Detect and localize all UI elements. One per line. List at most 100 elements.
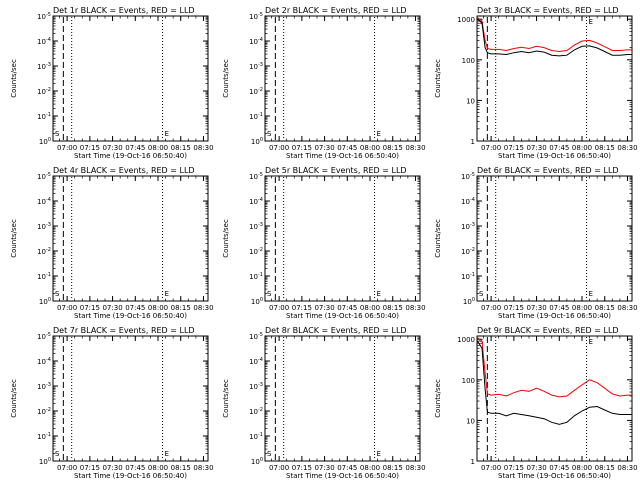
end-marker-label: E bbox=[165, 450, 169, 458]
start-marker-label: S bbox=[267, 450, 272, 458]
y-tick-label: 10-2 bbox=[37, 247, 51, 256]
y-tick-label: 10-5 bbox=[37, 332, 51, 341]
x-tick-label: 07:30 bbox=[526, 464, 546, 472]
x-tick-label: 08:00 bbox=[148, 144, 168, 152]
y-tick-label: 10-3 bbox=[37, 382, 51, 391]
x-tick-label: 08:15 bbox=[171, 464, 191, 472]
x-tick-label: 07:00 bbox=[57, 144, 77, 152]
panel-title: Det 6r BLACK = Events, RED = LLD bbox=[477, 166, 619, 175]
x-tick-label: 08:15 bbox=[383, 304, 403, 312]
y-tick-label: 10-4 bbox=[37, 197, 51, 206]
x-tick-label: 08:15 bbox=[383, 144, 403, 152]
panel-title: Det 8r BLACK = Events, RED = LLD bbox=[265, 326, 407, 335]
x-axis-label: Start Time (19-Oct-16 06:50:40) bbox=[286, 152, 399, 160]
y-axis-label: Counts/sec bbox=[10, 219, 18, 258]
plot-frame bbox=[476, 335, 633, 462]
x-tick-label: 07:15 bbox=[292, 304, 312, 312]
x-tick-label: 07:45 bbox=[125, 304, 145, 312]
x-tick-label: 08:30 bbox=[617, 144, 637, 152]
y-tick-label: 10-1 bbox=[461, 272, 475, 281]
y-axis-label: Counts/sec bbox=[222, 219, 230, 258]
panel-title: Det 3r BLACK = Events, RED = LLD bbox=[477, 6, 619, 15]
x-tick-label: 07:45 bbox=[125, 144, 145, 152]
x-tick-label: 07:45 bbox=[337, 464, 357, 472]
y-tick-label: 10-2 bbox=[249, 407, 263, 416]
x-tick-label: 07:15 bbox=[80, 464, 100, 472]
series-events-line bbox=[477, 340, 632, 425]
panel-det-5: Det 5r BLACK = Events, RED = LLD 100 10-1 1… bbox=[222, 166, 426, 320]
y-tick-label: 10-1 bbox=[37, 272, 51, 281]
y-tick-label: 10 bbox=[466, 417, 475, 425]
start-marker-label: S bbox=[55, 290, 60, 298]
y-tick-label: 10-2 bbox=[461, 247, 475, 256]
end-marker-label: E bbox=[589, 338, 593, 346]
x-tick-label: 07:30 bbox=[102, 304, 122, 312]
panel-det-8: Det 8r BLACK = Events, RED = LLD 100 10-1 1… bbox=[222, 326, 426, 480]
x-tick-label: 08:15 bbox=[171, 304, 191, 312]
x-tick-label: 07:00 bbox=[481, 144, 501, 152]
x-tick-label: 07:00 bbox=[57, 464, 77, 472]
panel-det-1: Det 1r BLACK = Events, RED = LLD 100 10-1 1… bbox=[10, 6, 214, 160]
panel-det-6: Det 6r BLACK = Events, RED = LLD 100 10-1 1… bbox=[434, 166, 638, 320]
y-axis-label: Counts/sec bbox=[434, 379, 442, 418]
end-marker-label: E bbox=[377, 450, 381, 458]
x-axis-label: Start Time (19-Oct-16 06:50:40) bbox=[74, 472, 187, 480]
x-axis-label: Start Time (19-Oct-16 06:50:40) bbox=[286, 312, 399, 320]
y-tick-label: 100 bbox=[251, 137, 263, 146]
x-tick-label: 08:00 bbox=[360, 464, 380, 472]
x-axis-label: Start Time (19-Oct-16 06:50:40) bbox=[498, 312, 611, 320]
y-tick-label: 1000 bbox=[457, 336, 475, 344]
y-tick-label: 10-3 bbox=[37, 62, 51, 71]
panel-title: Det 2r BLACK = Events, RED = LLD bbox=[265, 6, 407, 15]
end-marker-label: E bbox=[377, 290, 381, 298]
x-tick-label: 07:30 bbox=[102, 464, 122, 472]
y-tick-label: 10-1 bbox=[249, 272, 263, 281]
end-marker-label: E bbox=[165, 290, 169, 298]
y-tick-label: 100 bbox=[251, 457, 263, 466]
x-tick-label: 07:45 bbox=[549, 464, 569, 472]
panel-title: Det 1r BLACK = Events, RED = LLD bbox=[53, 6, 195, 15]
end-marker-label: E bbox=[589, 18, 593, 26]
y-tick-label: 10-1 bbox=[37, 112, 51, 121]
y-tick-label: 100 bbox=[39, 297, 51, 306]
y-tick-label: 10-5 bbox=[249, 332, 263, 341]
x-tick-label: 08:00 bbox=[360, 144, 380, 152]
y-axis-label: Counts/sec bbox=[10, 379, 18, 418]
x-tick-label: 08:30 bbox=[193, 304, 213, 312]
plot-frame bbox=[264, 175, 421, 302]
x-axis-label: Start Time (19-Oct-16 06:50:40) bbox=[74, 152, 187, 160]
x-tick-label: 08:15 bbox=[595, 144, 615, 152]
plot-frame bbox=[476, 175, 633, 302]
y-tick-label: 10-4 bbox=[249, 357, 263, 366]
y-tick-label: 10-3 bbox=[37, 222, 51, 231]
x-tick-label: 08:00 bbox=[572, 304, 592, 312]
y-tick-label: 10-5 bbox=[249, 172, 263, 181]
x-tick-label: 07:15 bbox=[80, 304, 100, 312]
x-tick-label: 08:15 bbox=[171, 144, 191, 152]
series-lld-line bbox=[477, 337, 632, 398]
start-marker-label: S bbox=[479, 290, 484, 298]
plot-frame bbox=[52, 15, 209, 142]
y-tick-label: 100 bbox=[463, 297, 475, 306]
x-tick-label: 07:15 bbox=[292, 144, 312, 152]
panel-title: Det 9r BLACK = Events, RED = LLD bbox=[477, 326, 619, 335]
end-marker-label: E bbox=[165, 130, 169, 138]
plot-frame bbox=[52, 335, 209, 462]
start-marker-label: S bbox=[479, 18, 484, 26]
x-tick-label: 08:15 bbox=[383, 464, 403, 472]
x-tick-label: 07:00 bbox=[481, 304, 501, 312]
x-tick-label: 08:30 bbox=[405, 464, 425, 472]
start-marker-label: S bbox=[55, 130, 60, 138]
series-events-line bbox=[477, 18, 632, 57]
x-tick-label: 08:00 bbox=[572, 464, 592, 472]
start-marker-label: S bbox=[267, 130, 272, 138]
x-tick-label: 07:30 bbox=[314, 304, 334, 312]
x-tick-label: 08:30 bbox=[193, 464, 213, 472]
panel-det-2: Det 2r BLACK = Events, RED = LLD 100 10-1 1… bbox=[222, 6, 426, 160]
y-tick-label: 10 bbox=[466, 97, 475, 105]
y-tick-label: 10-3 bbox=[249, 382, 263, 391]
y-axis-label: Counts/sec bbox=[434, 219, 442, 258]
y-tick-label: 10-4 bbox=[37, 357, 51, 366]
y-tick-label: 10-4 bbox=[461, 197, 475, 206]
y-tick-label: 10-2 bbox=[37, 87, 51, 96]
